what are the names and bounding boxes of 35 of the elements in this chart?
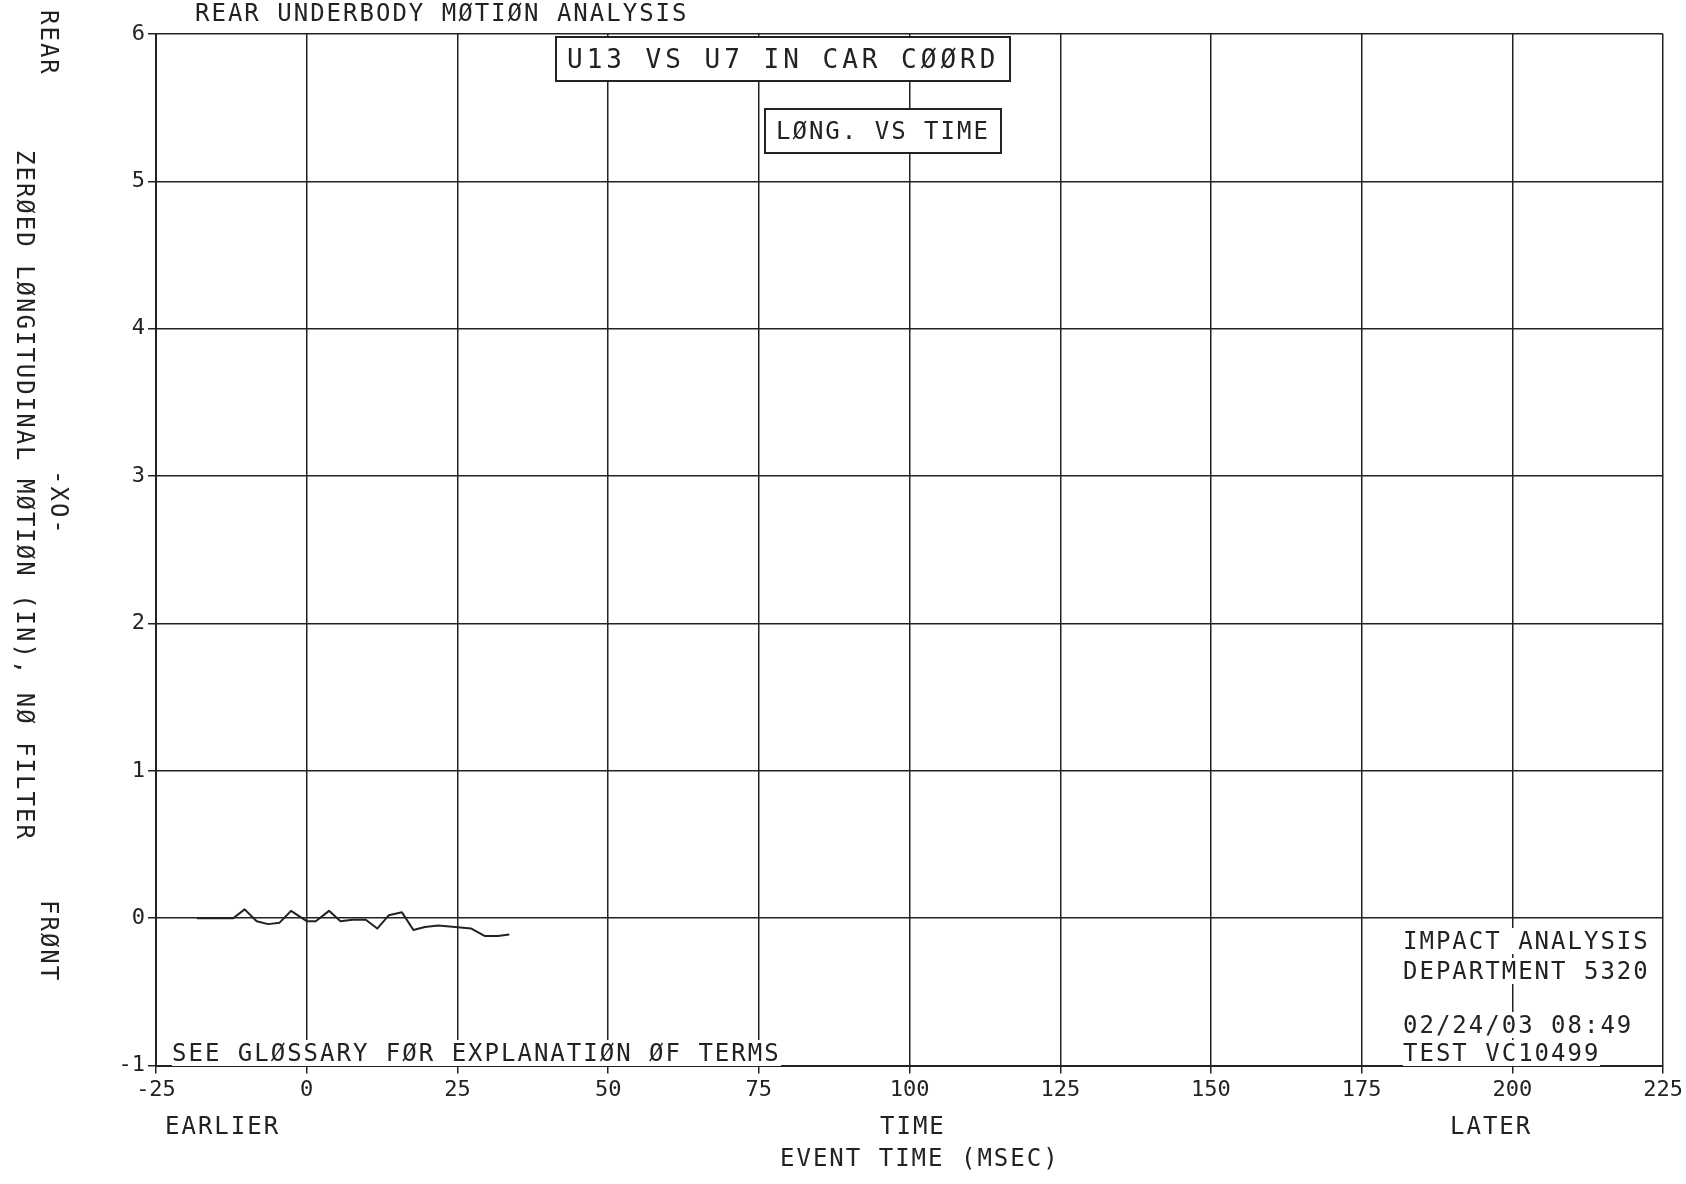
x-axis-title: EVENT TIME (MSEC) — [780, 1144, 1060, 1172]
x-tick-label: 0 — [300, 1075, 314, 1101]
x-tick-label: 125 — [1040, 1075, 1081, 1101]
x-tick-label: 75 — [745, 1075, 773, 1101]
text: REAR — [35, 10, 63, 76]
y-tick-label: 4 — [131, 314, 145, 340]
annotation: DEPARTMENT 5320 — [1403, 957, 1650, 985]
x-tick-label: 50 — [594, 1075, 622, 1101]
annotation: TEST VC10499 — [1403, 1039, 1601, 1067]
y-tick-label: 6 — [131, 19, 145, 45]
x-tick-label: 175 — [1341, 1075, 1382, 1101]
annotation: SEE GLØSSARY FØR EXPLANATIØN ØF TERMS — [172, 1039, 781, 1067]
y-tick-label: -1 — [118, 1051, 145, 1077]
text: FRØNT — [35, 900, 63, 983]
text: EARLIER — [165, 1112, 281, 1140]
y-tick-label: 3 — [131, 461, 145, 487]
annotation: 02/24/03 08:49 — [1403, 1011, 1634, 1039]
y-tick-label: 1 — [131, 756, 145, 782]
x-tick-label: 25 — [444, 1075, 471, 1101]
x-tick-label: 200 — [1492, 1075, 1533, 1101]
y-axis-title: ZERØED LØNGITUDINAL MØTIØN (IN), NØ FILTER — [11, 150, 39, 841]
x-tick-label: -25 — [136, 1075, 176, 1101]
y-tick-label: 5 — [131, 167, 145, 193]
annotation: U13 VS U7 IN CAR CØØRD — [555, 36, 1012, 82]
x-tick-label: 150 — [1191, 1075, 1231, 1101]
x-tick-label: 225 — [1643, 1075, 1684, 1101]
x-tick-label: 100 — [889, 1075, 930, 1101]
text: -XO- — [45, 470, 73, 536]
annotation: LØNG. VS TIME — [764, 108, 1002, 154]
annotation: IMPACT ANALYSIS — [1403, 927, 1650, 955]
y-tick-label: 0 — [131, 903, 145, 929]
chart-title: REAR UNDERBODY MØTIØN ANALYSIS — [195, 0, 689, 27]
text: LATER — [1450, 1112, 1533, 1140]
y-tick-label: 2 — [131, 609, 145, 635]
text: TIME — [880, 1112, 946, 1140]
